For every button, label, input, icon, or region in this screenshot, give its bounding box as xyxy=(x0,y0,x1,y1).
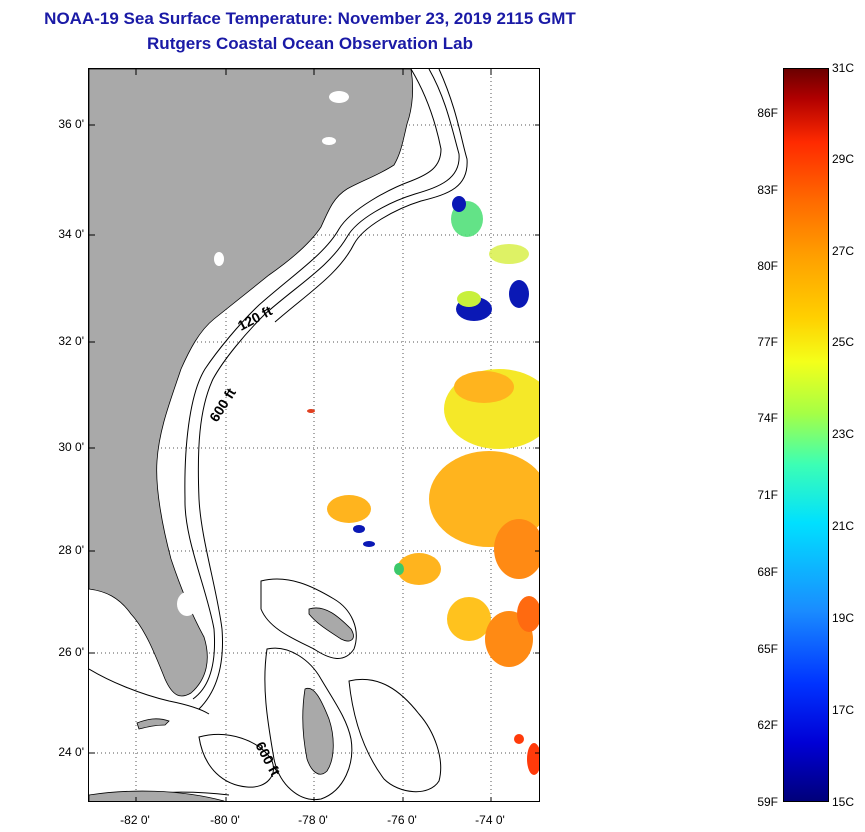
colorbar-f-65: 65F xyxy=(757,642,778,656)
contour-outer xyxy=(274,69,468,323)
sst-patch-green-1 xyxy=(394,563,404,575)
sst-patch-mid-4 xyxy=(494,519,539,579)
grand-bahama xyxy=(308,607,354,642)
sst-patch-mid-5 xyxy=(327,495,371,523)
lat-label-36: 36 0' xyxy=(58,117,84,131)
tick-marks xyxy=(89,69,539,801)
sst-patch-mid-9 xyxy=(517,596,539,632)
colorbar-f-74: 74F xyxy=(757,411,778,425)
colorbar-f-80: 80F xyxy=(757,259,778,273)
lake-pamlico xyxy=(329,91,349,103)
temperature-colorbar xyxy=(783,68,829,802)
sst-patch-south-1 xyxy=(527,743,539,775)
lake-georgia xyxy=(214,252,224,266)
sst-map: 120 ft 600 ft 600 ft xyxy=(88,68,540,802)
map-title: NOAA-19 Sea Surface Temperature: Novembe… xyxy=(44,9,576,28)
sst-patch-west xyxy=(307,409,315,413)
keys-contour xyxy=(89,668,210,715)
colorbar-c-15: 15C xyxy=(832,795,855,809)
bahamas-contour-2 xyxy=(264,647,353,801)
sst-data xyxy=(307,196,539,775)
sst-patch-ne-3 xyxy=(509,280,529,308)
colorbar-c-27: 27C xyxy=(832,244,855,258)
colorbar-f-86: 86F xyxy=(757,106,778,120)
lakes xyxy=(177,91,349,616)
map-subtitle: Rutgers Coastal Ocean Observation Lab xyxy=(147,34,473,53)
contour-label-120ft: 120 ft xyxy=(235,302,275,333)
contour-label-600ft-south: 600 ft xyxy=(252,739,283,779)
lon-label-80: -80 0' xyxy=(210,813,240,827)
lon-label-78: -78 0' xyxy=(298,813,328,827)
colorbar-c-17: 17C xyxy=(832,703,855,717)
contour-label-600ft: 600 ft xyxy=(206,385,239,425)
sst-patch-ne-5 xyxy=(457,291,481,307)
colorbar-c-19: 19C xyxy=(832,611,855,625)
bahamas-contour-1 xyxy=(260,578,357,659)
lon-label-76: -76 0' xyxy=(387,813,417,827)
colorbar-f-68: 68F xyxy=(757,565,778,579)
bahamas-contour-3 xyxy=(348,679,442,793)
sst-patch-south-2 xyxy=(514,734,524,744)
florida-keys xyxy=(136,718,170,730)
colorbar-c-21: 21C xyxy=(832,519,855,533)
lake-okeechobee xyxy=(177,592,197,616)
colorbar-f-83: 83F xyxy=(757,183,778,197)
us-coast-land xyxy=(89,69,414,697)
sst-patch-mid-2 xyxy=(454,371,514,403)
land xyxy=(89,69,414,801)
colorbar-c-25: 25C xyxy=(832,335,855,349)
colorbar-f-77: 77F xyxy=(757,335,778,349)
colorbar-c-31: 31C xyxy=(832,61,855,75)
lat-label-34: 34 0' xyxy=(58,227,84,241)
sst-patch-mid-6 xyxy=(397,553,441,585)
bahamas-contour-4 xyxy=(198,733,274,788)
lat-label-28: 28 0' xyxy=(58,543,84,557)
sst-patch-ne-2 xyxy=(452,196,466,212)
map-canvas: 120 ft 600 ft 600 ft xyxy=(89,69,539,801)
lon-label-82: -82 0' xyxy=(120,813,150,827)
lake-mattamuskeet xyxy=(322,137,336,145)
lon-label-74: -74 0' xyxy=(475,813,505,827)
lat-label-26: 26 0' xyxy=(58,645,84,659)
contour-600ft xyxy=(197,69,460,710)
lat-label-32: 32 0' xyxy=(58,334,84,348)
lat-label-24: 24 0' xyxy=(58,745,84,759)
contour-120ft xyxy=(184,69,442,700)
colorbar-f-71: 71F xyxy=(757,488,778,502)
colorbar-c-29: 29C xyxy=(832,152,855,166)
sst-patch-ne-6 xyxy=(489,244,529,264)
bathymetry-contours xyxy=(89,69,468,801)
colorbar-f-59: 59F xyxy=(757,795,778,809)
lat-label-30: 30 0' xyxy=(58,440,84,454)
sst-patch-cold-1 xyxy=(353,525,365,533)
colorbar-f-62: 62F xyxy=(757,718,778,732)
colorbar-c-23: 23C xyxy=(832,427,855,441)
andros-island xyxy=(302,687,334,775)
sst-patch-mid-7 xyxy=(447,597,491,641)
cuba-land xyxy=(89,790,225,801)
sst-patch-cold-2 xyxy=(363,541,375,547)
